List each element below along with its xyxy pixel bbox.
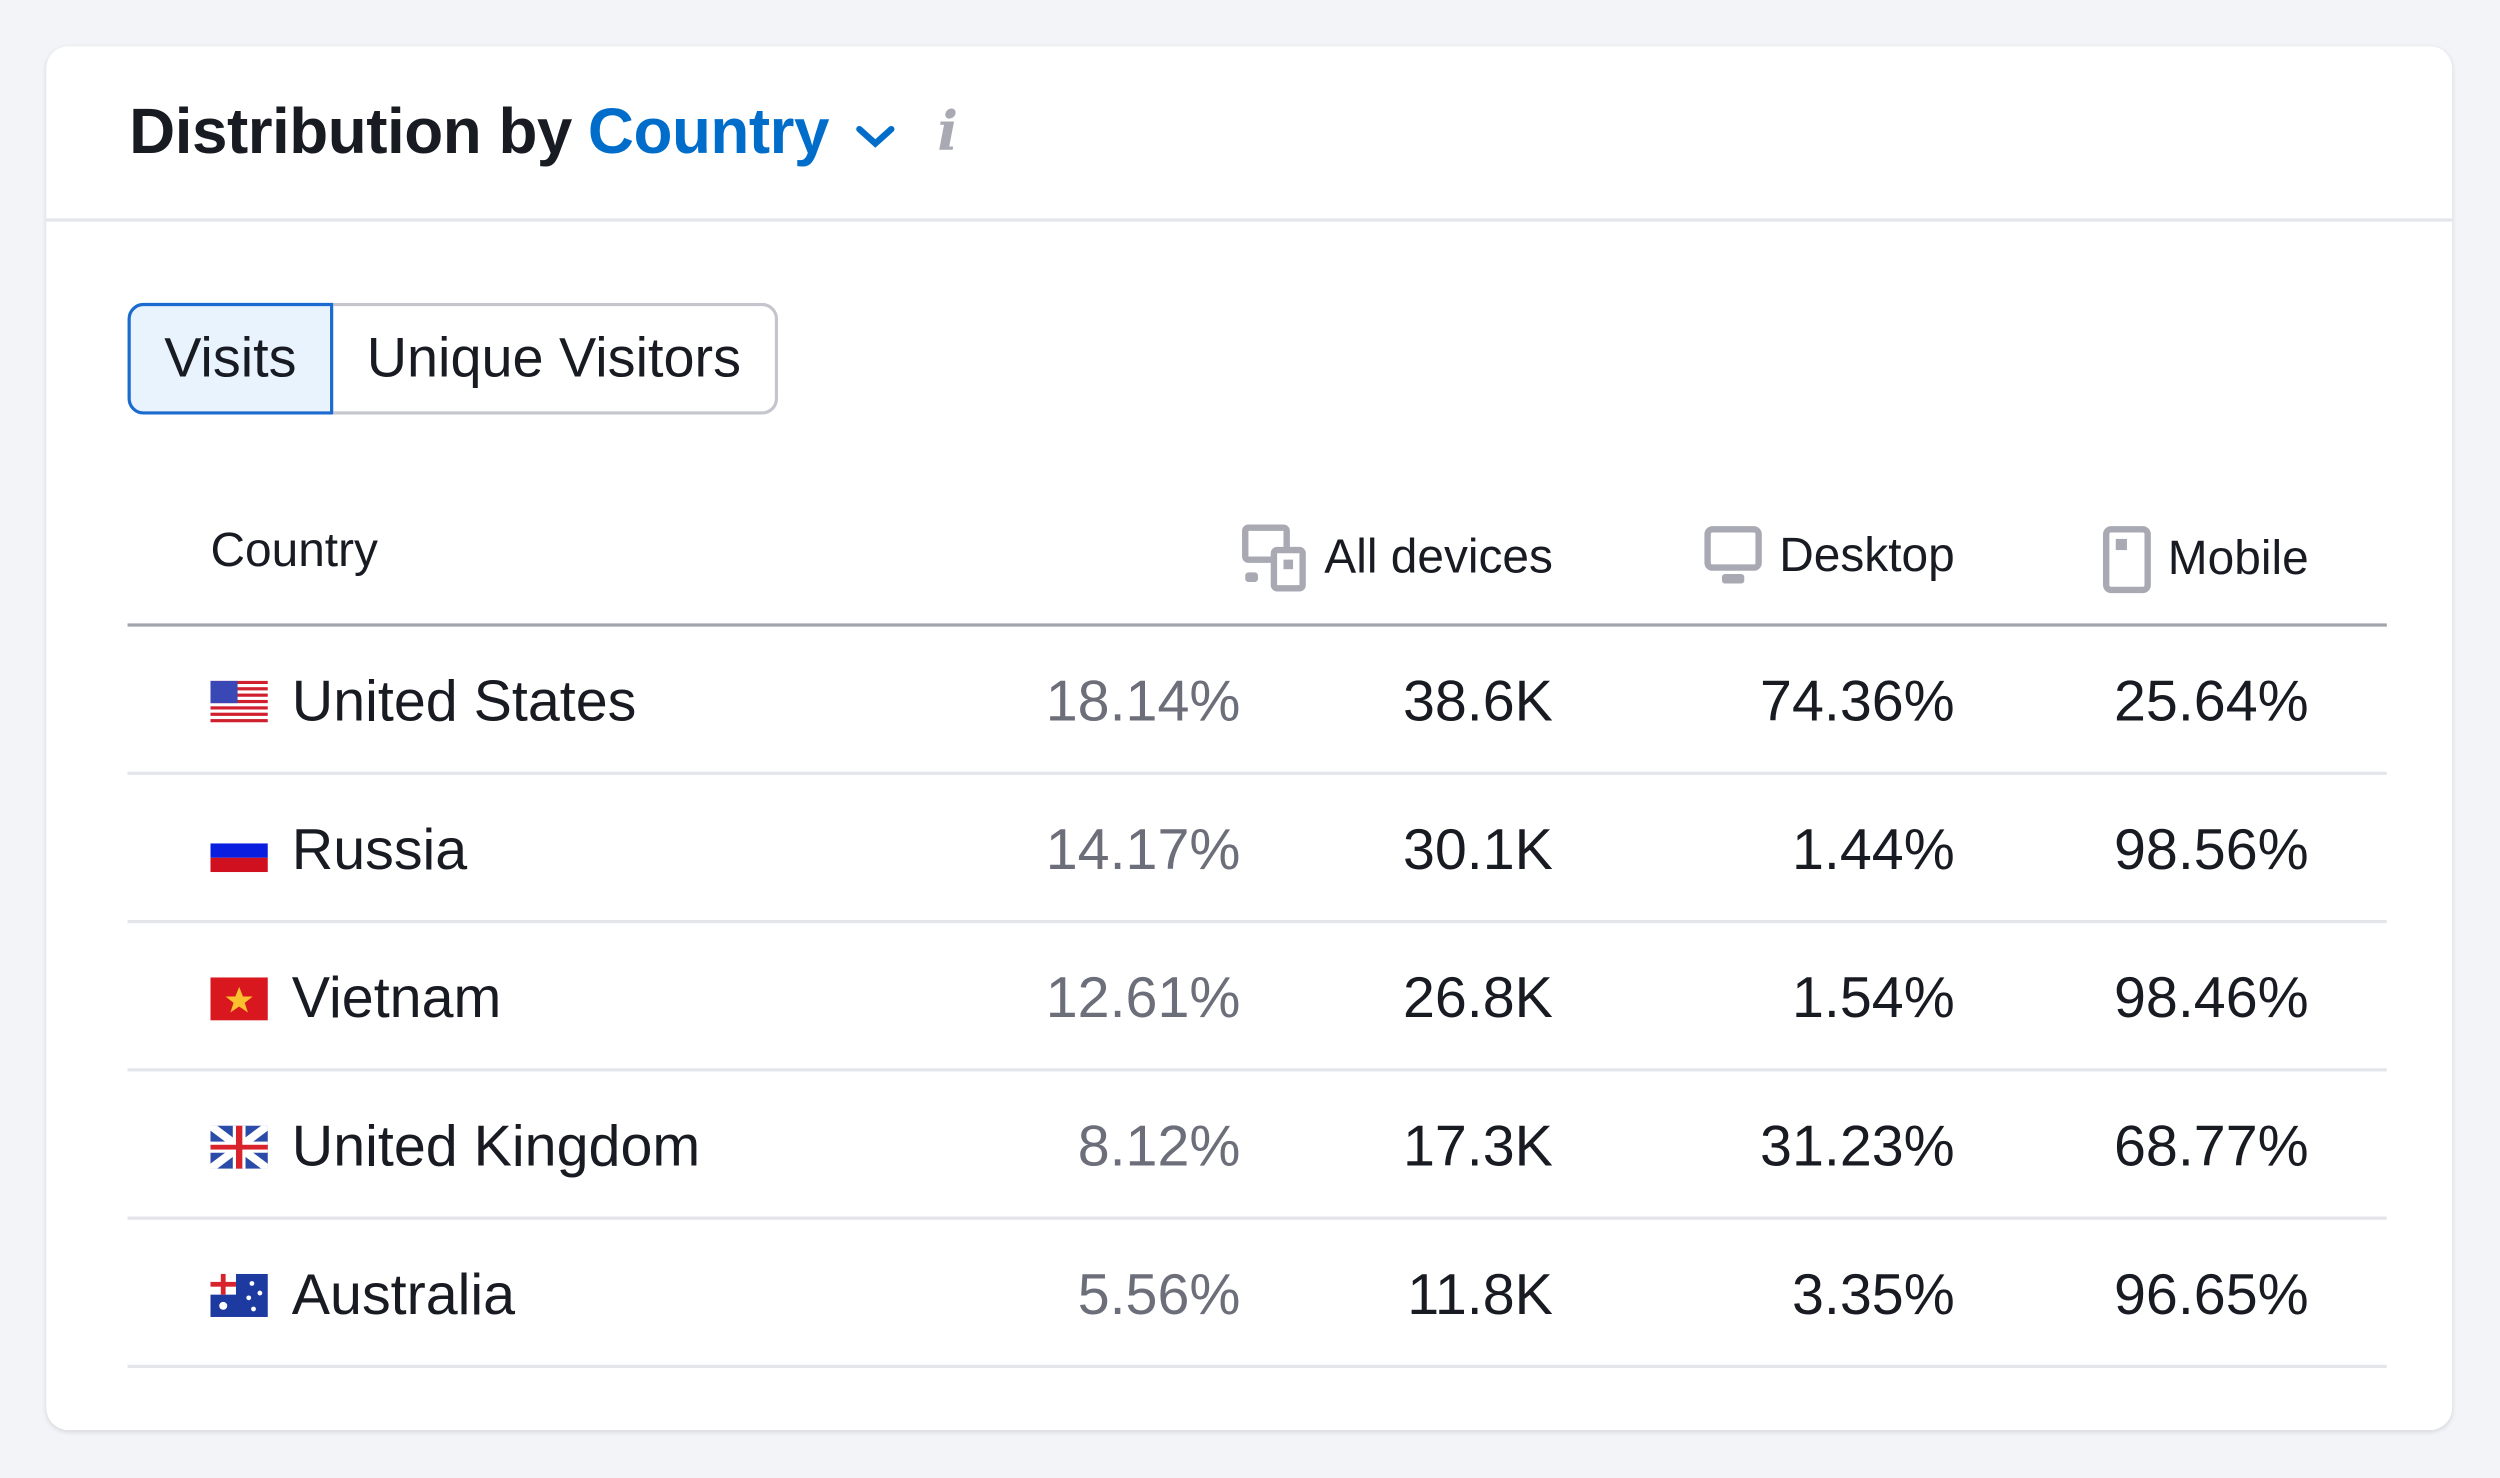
flag-au-icon — [210, 1273, 268, 1317]
desktop-share: 1.44% — [1791, 816, 1955, 882]
tab-unique-visitors[interactable]: Unique Visitors — [333, 302, 778, 415]
flag-gb-icon — [210, 1125, 268, 1169]
table-row[interactable]: United Kingdom 8.12% 17.3K 31.23% 68.77% — [127, 1071, 2387, 1220]
mobile-share: 96.65% — [2114, 1261, 2309, 1327]
column-label: Desktop — [1779, 529, 1955, 582]
all-devices-value: 17.3K — [1402, 1112, 1553, 1179]
card-title: Distribution by Country — [129, 96, 829, 168]
column-label: Country — [210, 524, 378, 578]
table-row[interactable]: Vietnam 12.61% 26.8K 1.54% 98.46% — [127, 923, 2387, 1072]
country-name[interactable]: United Kingdom — [291, 1112, 701, 1179]
desktop-share: 31.23% — [1760, 1112, 1955, 1179]
flag-ru-icon — [210, 829, 268, 873]
country-name[interactable]: Australia — [291, 1261, 516, 1327]
flag-us-icon — [210, 680, 268, 724]
tab-visits[interactable]: Visits — [127, 302, 334, 415]
all-devices-value: 26.8K — [1402, 964, 1553, 1030]
country-name[interactable]: Vietnam — [291, 964, 502, 1030]
desktop-share: 3.35% — [1791, 1261, 1955, 1327]
all-devices-icon — [1241, 524, 1306, 592]
mobile-icon — [2102, 526, 2151, 594]
country-table: Country All devices Desktop Mobile Unite… — [127, 509, 2387, 1368]
table-row[interactable]: United States 18.14% 38.6K 74.36% 25.64% — [127, 627, 2387, 775]
mobile-share: 98.46% — [2114, 964, 2309, 1030]
column-label: All devices — [1324, 530, 1553, 584]
column-label: Mobile — [2167, 532, 2309, 586]
table-row[interactable]: Australia 5.56% 11.8K 3.35% 96.65% — [127, 1220, 2387, 1368]
all-devices-value: 38.6K — [1402, 668, 1553, 734]
traffic-share: 14.17% — [1045, 816, 1241, 882]
traffic-share: 18.14% — [1045, 668, 1241, 734]
dimension-selector[interactable]: Country — [587, 96, 830, 167]
desktop-icon — [1704, 526, 1762, 584]
table-header: Country All devices Desktop Mobile — [127, 509, 2387, 627]
all-devices-value: 11.8K — [1407, 1261, 1553, 1327]
desktop-share: 74.36% — [1760, 668, 1955, 734]
column-header-all-devices[interactable]: All devices — [1241, 524, 1553, 592]
country-name[interactable]: United States — [291, 668, 637, 734]
mobile-share: 98.56% — [2114, 816, 2309, 882]
table-body: United States 18.14% 38.6K 74.36% 25.64% Russ… — [127, 627, 2387, 1368]
distribution-by-country-card: Distribution by Country i Visits Unique V… — [46, 46, 2453, 1431]
metric-tabs: Visits Unique Visitors — [127, 302, 778, 415]
mobile-share: 68.77% — [2114, 1112, 2309, 1179]
all-devices-value: 30.1K — [1402, 816, 1553, 882]
country-name[interactable]: Russia — [291, 816, 468, 882]
title-prefix: Distribution by — [129, 96, 572, 167]
traffic-share: 8.12% — [1077, 1112, 1241, 1179]
traffic-share: 12.61% — [1045, 964, 1241, 1030]
chevron-down-icon[interactable] — [855, 124, 896, 150]
column-header-country[interactable]: Country — [210, 525, 377, 579]
info-icon[interactable]: i — [937, 100, 959, 165]
mobile-share: 25.64% — [2114, 668, 2309, 734]
desktop-share: 1.54% — [1791, 964, 1955, 1030]
table-row[interactable]: Russia 14.17% 30.1K 1.44% 98.56% — [127, 775, 2387, 924]
traffic-share: 5.56% — [1077, 1261, 1241, 1327]
card-header: Distribution by Country i — [46, 46, 2453, 222]
flag-vn-icon — [210, 977, 268, 1021]
column-header-desktop[interactable]: Desktop — [1703, 525, 1955, 589]
column-header-mobile[interactable]: Mobile — [2101, 525, 2309, 595]
